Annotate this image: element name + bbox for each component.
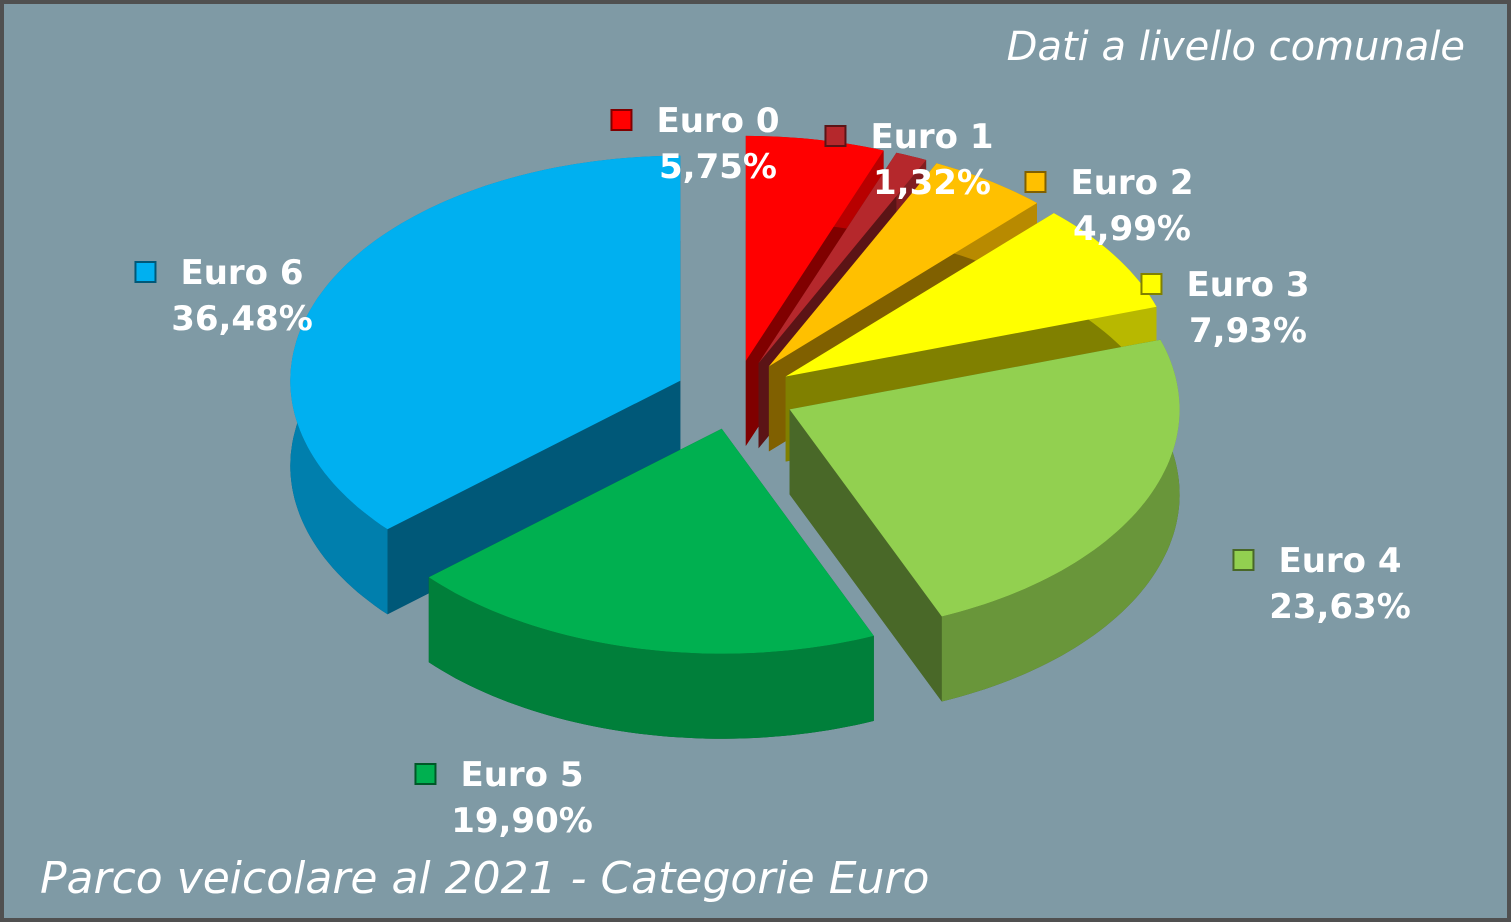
legend-swatch [1024, 171, 1047, 193]
legend-label: Euro 0 [656, 101, 779, 141]
data-label: 19,90% [451, 801, 593, 841]
legend-label: Euro 2 [1070, 163, 1193, 203]
legend-swatch [134, 261, 157, 283]
slice-top [785, 213, 1157, 377]
slice-top [758, 152, 927, 364]
slice [290, 155, 681, 615]
legend-label: Euro 6 [180, 253, 303, 293]
slice-top [428, 428, 874, 654]
legend-swatch [1140, 273, 1163, 295]
slice [789, 339, 1180, 702]
data-label: 5,75% [659, 147, 777, 187]
data-label: 23,63% [1269, 587, 1411, 627]
legend-swatch [1232, 549, 1255, 571]
slice-wall [941, 339, 1180, 702]
chart-title: Parco veicolare al 2021 - Categorie Euro [40, 853, 929, 904]
data-label: 4,99% [1073, 209, 1191, 249]
slice-side [789, 409, 942, 702]
slice-wall [428, 577, 874, 739]
slice [428, 428, 874, 739]
slice-side [387, 380, 681, 615]
slice-top [768, 163, 1037, 367]
data-label: 1,32% [873, 163, 991, 203]
legend-swatch [824, 125, 847, 147]
legend-label: Euro 5 [460, 755, 583, 795]
chart-subtitle: Dati a livello comunale [1007, 24, 1465, 70]
legend-swatch [414, 763, 437, 785]
data-label: 7,93% [1189, 311, 1307, 351]
legend-label: Euro 1 [870, 117, 993, 157]
legend-label: Euro 3 [1186, 265, 1309, 305]
data-label: 36,48% [171, 299, 313, 339]
slice-top [789, 339, 1180, 617]
legend-swatch [610, 109, 633, 131]
slice-top [290, 155, 681, 530]
legend-label: Euro 4 [1278, 541, 1401, 581]
slice-top [745, 135, 884, 361]
